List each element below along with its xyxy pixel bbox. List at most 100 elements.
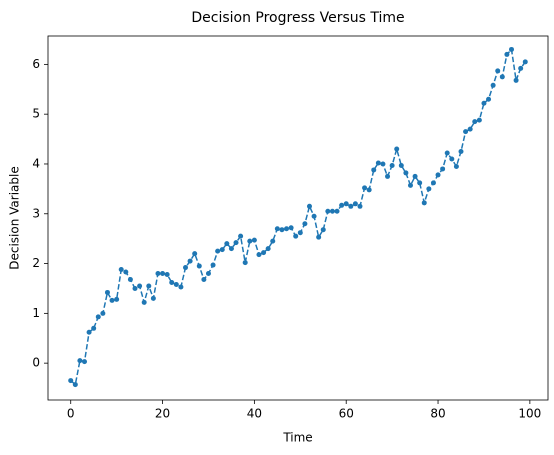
data-line [70,47,526,386]
y-axis-label: Decision Variable [8,166,22,270]
x-axis-label: Time [282,431,312,445]
data-point [247,238,253,244]
data-point [421,200,427,206]
y-tick-label: 1 [32,306,40,320]
data-point [417,180,423,186]
data-point [196,263,202,269]
data-point [518,65,524,71]
data-point [371,167,377,173]
data-point [224,241,230,247]
data-point [458,149,464,155]
data-point [77,358,83,364]
data-point [311,213,317,219]
data-point [407,182,413,188]
data-point [481,100,487,106]
data-point [375,160,381,166]
data-point [233,240,239,246]
data-point [160,271,166,277]
data-point [187,258,193,264]
data-point [288,225,294,231]
data-point [137,283,143,289]
data-point [522,59,528,65]
data-point [329,208,335,214]
data-point [449,156,455,162]
data-point [426,186,432,192]
data-point [316,234,322,240]
data-point [91,325,97,331]
data-point [348,203,354,209]
data-point [274,226,280,232]
data-point [380,161,386,167]
data-point [440,166,446,172]
data-point [430,180,436,186]
data-point [279,227,285,233]
data-point [215,248,221,254]
data-point [325,208,331,214]
data-point [205,271,211,277]
data-point [164,272,170,278]
data-point [146,283,152,289]
data-point [169,279,175,285]
data-point [490,82,496,88]
data-point [334,208,340,214]
data-point [389,162,395,168]
data-point [251,237,257,243]
data-point [150,295,156,301]
x-tick-label: 0 [67,407,75,421]
y-tick-label: 0 [32,356,40,370]
data-point [293,233,299,239]
chart-title: Decision Progress Versus Time [191,10,404,26]
data-point [265,246,271,252]
data-point [72,382,78,388]
data-point [297,230,303,236]
data-point [352,201,358,207]
data-point [398,162,404,168]
data-point [82,359,88,365]
data-point [68,378,74,384]
data-point [155,271,161,277]
data-point [178,284,184,290]
data-point [114,296,120,302]
data-point [412,173,418,179]
data-point [132,285,138,291]
data-point [109,297,115,303]
x-tick-label: 40 [247,407,262,421]
data-point [486,96,492,102]
data-point [394,146,400,152]
data-point [210,262,216,268]
data-point [270,238,276,244]
x-tick-label: 60 [339,407,354,421]
data-point [256,252,262,258]
data-point [183,265,189,271]
data-point [201,276,207,282]
data-point [357,203,363,209]
data-point [242,260,248,266]
data-point [100,310,106,316]
data-point [435,172,441,178]
data-point [495,68,501,74]
data-point [95,314,101,320]
data-point [444,150,450,156]
data-point [403,170,409,176]
data-point [513,77,519,83]
y-tick-label: 5 [32,107,40,121]
data-point [453,163,459,169]
data-point [141,299,147,305]
data-point [238,233,244,239]
data-point [467,126,473,132]
data-point [476,117,482,123]
data-point [362,185,368,191]
data-point [472,119,478,125]
data-point [343,201,349,207]
data-point [127,276,133,282]
data-point [228,246,234,252]
data-point [320,227,326,233]
data-point [104,289,110,295]
data-point [192,251,198,257]
data-point [219,247,225,253]
data-point [504,51,510,57]
data-point [385,173,391,179]
data-point [302,221,308,227]
data-point [86,329,92,335]
